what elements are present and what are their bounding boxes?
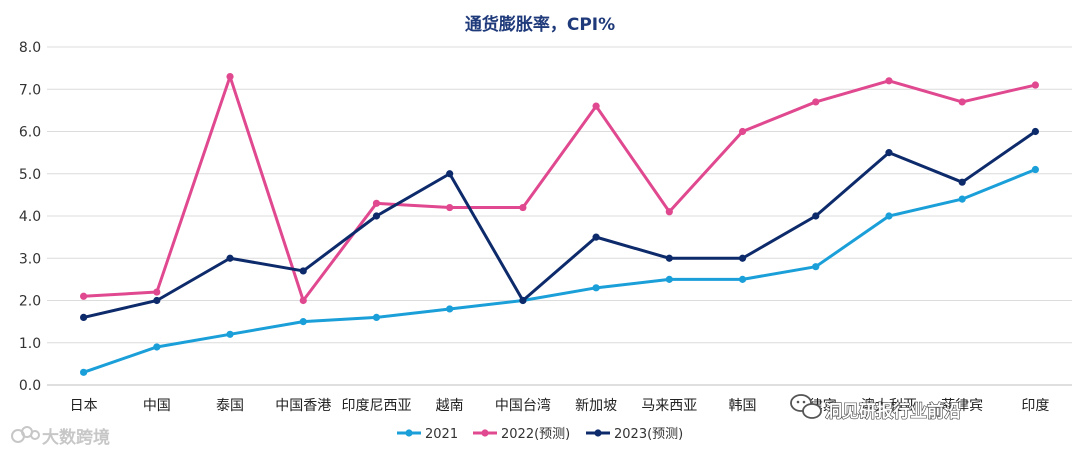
x-tick-label: 中国香港	[275, 398, 331, 414]
data-point	[80, 313, 88, 321]
data-point	[665, 254, 673, 262]
series-2	[80, 127, 1039, 321]
x-tick-label: 韩国	[729, 398, 757, 414]
legend-label: 2021	[425, 427, 458, 442]
data-point	[153, 288, 161, 296]
data-point	[446, 170, 454, 178]
y-tick-label: 4.0	[19, 209, 41, 225]
data-point	[885, 149, 893, 157]
data-point	[226, 254, 234, 262]
data-point	[738, 254, 747, 262]
data-point	[372, 199, 381, 207]
y-tick-label: 5.0	[19, 167, 41, 183]
legend-item: 2021	[397, 427, 458, 442]
x-tick-label: 菲律宾	[941, 398, 983, 414]
data-point	[812, 98, 820, 106]
data-point	[958, 98, 966, 106]
data-point	[812, 212, 820, 220]
legend: 2021 2022(预测) 2023(预测)	[397, 427, 683, 442]
data-point	[299, 296, 307, 305]
data-point	[80, 368, 88, 376]
y-axis-ticks: 0.0 1.0 2.0 3.0 4.0 5.0 6.0 7.0 8.0	[19, 40, 41, 394]
watermark-right: 洞见研报行业前沿	[790, 394, 962, 423]
watermark-left-text: 大数跨境	[42, 427, 110, 448]
x-tick-label: 马来西亚	[641, 398, 697, 414]
series-line	[83, 168, 1036, 374]
series-line	[83, 130, 1037, 319]
data-point	[592, 284, 600, 292]
legend-label: 2022(预测)	[501, 427, 570, 442]
data-point	[519, 203, 527, 212]
y-tick-label: 1.0	[19, 336, 41, 352]
watermark-left: 大数跨境	[11, 426, 110, 448]
data-point	[738, 275, 747, 283]
data-point	[519, 296, 527, 305]
series-0	[80, 165, 1039, 376]
x-tick-label: 日本	[70, 398, 98, 414]
data-point	[226, 72, 234, 81]
data-point	[226, 330, 234, 338]
data-point	[446, 305, 454, 313]
y-tick-label: 3.0	[19, 251, 41, 267]
y-tick-label: 0.0	[19, 378, 41, 394]
data-point	[1031, 127, 1039, 136]
y-tick-label: 2.0	[19, 294, 41, 310]
y-tick-label: 8.0	[19, 40, 41, 56]
grid-lines	[47, 46, 1072, 386]
data-point	[153, 296, 161, 305]
x-tick-label: 澳大利亚	[861, 398, 917, 414]
data-point	[885, 77, 893, 85]
y-tick-label: 6.0	[19, 125, 41, 141]
y-tick-label: 7.0	[19, 82, 41, 98]
x-tick-label: 中国	[143, 398, 171, 414]
series-line	[83, 75, 1036, 302]
legend-label: 2023(预测)	[614, 427, 683, 442]
data-point	[592, 233, 600, 241]
legend-marker	[594, 429, 602, 437]
data-point	[153, 343, 161, 351]
brand-logo-icon	[11, 426, 40, 443]
legend-marker	[481, 429, 489, 437]
series-layer	[80, 72, 1039, 376]
x-tick-label: 印度	[1021, 398, 1049, 414]
data-point	[446, 203, 454, 212]
x-tick-label: 越南	[436, 398, 464, 414]
data-point	[299, 267, 307, 275]
series-1	[80, 72, 1039, 305]
x-tick-label: 印度尼西亚	[341, 398, 411, 414]
data-point	[1031, 81, 1039, 89]
data-point	[1031, 165, 1039, 174]
data-point	[665, 275, 673, 283]
legend-item: 2022(预测)	[473, 427, 570, 442]
data-point	[299, 318, 307, 326]
data-point	[885, 212, 893, 220]
x-axis-ticks: 日本中国泰国中国香港印度尼西亚越南中国台湾新加坡马来西亚韩国菲律宾澳大利亚菲律宾…	[70, 397, 1050, 414]
wechat-icon	[790, 394, 822, 419]
legend-item: 2023(预测)	[586, 427, 683, 442]
x-tick-label: 泰国	[216, 398, 244, 414]
data-point	[372, 212, 381, 220]
x-tick-label: 中国台湾	[495, 397, 551, 414]
data-point	[738, 127, 747, 136]
data-point	[80, 292, 88, 300]
data-point	[372, 313, 381, 321]
data-point	[958, 195, 966, 203]
watermark-right-text: 洞见研报行业前沿	[825, 401, 961, 422]
data-point	[958, 178, 966, 186]
legend-marker	[405, 429, 413, 437]
data-point	[665, 208, 673, 216]
chart-title: 通货膨胀率，CPI%	[465, 14, 615, 35]
x-tick-label: 新加坡	[575, 398, 617, 414]
data-point	[592, 102, 600, 110]
data-point	[812, 263, 820, 271]
